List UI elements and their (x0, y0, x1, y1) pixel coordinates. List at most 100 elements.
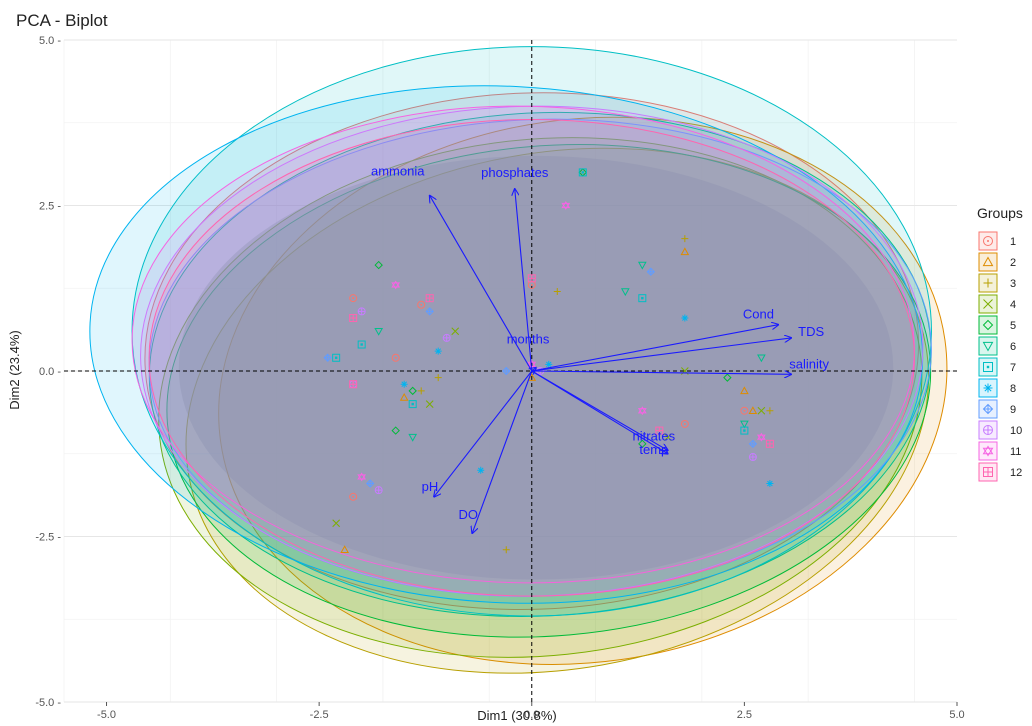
legend-label: 7 (1010, 362, 1016, 374)
point-marker (578, 168, 587, 177)
legend-key (978, 315, 998, 335)
legend-item-6: 6 (978, 336, 1016, 356)
point-marker (400, 380, 408, 388)
x-tick-label: 2.5 (737, 709, 752, 721)
point-marker (425, 294, 434, 303)
point-marker (349, 492, 358, 501)
point-marker (408, 400, 417, 409)
point-marker (527, 274, 536, 283)
legend-item-10: 10 (978, 420, 1022, 440)
point-marker (982, 403, 994, 415)
point-marker (545, 360, 553, 368)
arrow-ph (434, 370, 533, 497)
arrow-label-phosphates: phosphates (481, 165, 549, 180)
arrow-salinity (531, 371, 791, 374)
point-marker (646, 267, 656, 276)
point-marker (434, 374, 442, 382)
arrow-phosphates (515, 189, 533, 372)
point-marker (365, 479, 375, 488)
point-marker (983, 278, 993, 288)
point-marker (663, 433, 672, 442)
point-marker (982, 319, 994, 331)
point-marker (983, 362, 993, 372)
legend-key (978, 252, 998, 272)
legend-label: 12 (1010, 467, 1022, 479)
arrow-label-do: DO (458, 507, 478, 522)
arrow-do (472, 370, 533, 533)
arrow-label-salinity: salinity (789, 356, 829, 371)
arrow-label-ph: pH (422, 479, 439, 494)
point-marker (442, 333, 451, 342)
arrow-ammonia (430, 196, 533, 372)
arrow-label-nitrates: nitrates (633, 428, 676, 443)
point-marker (766, 407, 774, 415)
point-marker (757, 354, 766, 363)
point-marker (637, 406, 647, 416)
point-marker (680, 247, 690, 256)
legend-item-11: 11 (978, 441, 1021, 461)
legend-title: Groups (977, 205, 1023, 221)
arrow-label-tds: TDS (798, 324, 824, 339)
point-marker (374, 486, 383, 495)
point-marker (766, 480, 774, 488)
legend-item-12: 12 (978, 462, 1022, 482)
point-marker (983, 236, 993, 246)
point-marker (638, 294, 647, 303)
legend-label: 11 (1010, 446, 1021, 458)
legend-item-9: 9 (978, 399, 1016, 419)
legend-item-5: 5 (978, 315, 1016, 335)
point-marker (323, 353, 332, 362)
chart-title: PCA - Biplot (16, 11, 108, 30)
y-tick-label: 2.5 - (39, 201, 61, 213)
individual-points (323, 168, 774, 554)
x-tick-label: -5.0 (97, 709, 116, 721)
arrow-cond (531, 325, 779, 372)
arrow-label-months: months (507, 332, 550, 347)
x-tick-label: -2.5 (310, 709, 329, 721)
legend-label: 9 (1010, 404, 1016, 416)
variable-arrows: ammonia phosphates Cond TDS salinity months ni… (371, 164, 830, 534)
point-marker (681, 235, 689, 243)
point-marker (391, 280, 401, 290)
point-marker (982, 445, 994, 457)
point-marker (349, 314, 358, 323)
point-marker (391, 426, 400, 435)
legend-label: 6 (1010, 341, 1016, 353)
point-marker (425, 400, 434, 408)
x-tick-label: 5.0 (949, 709, 964, 721)
point-marker (620, 288, 630, 297)
point-marker (983, 467, 993, 477)
arrow-label-temp: temp (639, 442, 668, 457)
point-marker (408, 433, 418, 442)
point-marker (357, 472, 367, 482)
point-marker (561, 201, 571, 210)
point-marker (748, 406, 758, 415)
point-marker (982, 256, 994, 267)
point-marker (740, 426, 749, 435)
point-marker (757, 406, 766, 415)
arrow-tds (531, 338, 791, 372)
point-marker (502, 366, 511, 376)
point-marker (740, 420, 749, 429)
legend-label: 5 (1010, 320, 1016, 332)
point-marker (417, 300, 426, 309)
legend-label: 3 (1010, 278, 1016, 290)
point-marker (349, 294, 358, 303)
legend-item-7: 7 (978, 357, 1016, 377)
legend-label: 4 (1010, 299, 1016, 311)
point-marker (637, 261, 647, 270)
point-marker (451, 327, 460, 336)
y-tick-label: 0.0 - (39, 366, 61, 378)
legend-label: 10 (1010, 425, 1022, 437)
y-tick-label: -2.5 - (35, 532, 61, 544)
legend-item-4: 4 (978, 294, 1016, 314)
point-marker (982, 341, 994, 352)
legend-item-3: 3 (978, 273, 1016, 293)
point-marker (983, 299, 993, 309)
point-marker (434, 347, 442, 355)
point-marker (332, 519, 341, 528)
point-marker (983, 425, 993, 435)
ellipse-group-4 (158, 137, 923, 658)
legend-label: 2 (1010, 257, 1016, 269)
